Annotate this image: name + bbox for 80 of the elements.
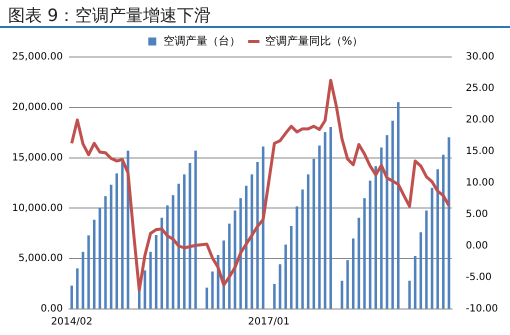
bar (234, 210, 236, 308)
y-tick-label: 15,000.00 (12, 152, 63, 164)
y2-tick-label: 25.00 (466, 83, 494, 94)
bar (244, 186, 248, 308)
bar (290, 226, 293, 308)
bar (256, 162, 259, 308)
bar (318, 146, 321, 308)
bar (368, 180, 372, 308)
bar (442, 154, 445, 308)
bar (104, 196, 107, 308)
y-tick-label: 0.00 (40, 304, 63, 315)
y2-tick-label: 30.00 (466, 52, 494, 63)
bar (340, 280, 344, 308)
bar (420, 232, 422, 308)
bar (188, 163, 192, 308)
bar (306, 174, 310, 308)
y2-tick-label: 15.00 (466, 146, 494, 158)
bar (363, 198, 366, 308)
bar (425, 210, 428, 308)
bar (183, 174, 186, 308)
x-tick-label: 2017/01 (248, 316, 290, 328)
bar (301, 190, 304, 308)
bar (228, 224, 231, 308)
bar (430, 188, 434, 308)
y-tick-label: 20,000.00 (12, 102, 63, 113)
bar (312, 158, 316, 308)
bar (211, 272, 214, 308)
bar (87, 235, 90, 308)
legend-label: 空调产量同比（%） (264, 34, 364, 48)
bar (414, 256, 416, 308)
bar (239, 198, 242, 308)
bar (166, 205, 169, 308)
legend-label: 空调产量（台） (163, 34, 240, 48)
bar (121, 162, 124, 308)
y2-tick-label: 0.00 (466, 240, 488, 252)
bar (358, 218, 360, 308)
y-tick-label: 25,000.00 (12, 52, 63, 63)
bar (374, 166, 378, 308)
bar (160, 218, 164, 308)
y2-tick-label: -5.00 (466, 272, 492, 284)
bar (82, 252, 84, 308)
bar (329, 126, 332, 308)
bar (172, 195, 174, 308)
chart-title: 图表 9：空调产量增速下滑 (0, 0, 510, 28)
bar (70, 286, 73, 308)
bar (408, 280, 411, 308)
bar (92, 220, 96, 308)
y-tick-label: 10,000.00 (12, 202, 63, 214)
bar (278, 264, 282, 308)
bar (352, 238, 354, 308)
bar (262, 146, 264, 308)
bar (250, 174, 254, 308)
x-tick-label: 2014/02 (50, 316, 92, 328)
y-tick-label: 5,000.00 (18, 253, 63, 264)
y2-tick-label: 5.00 (466, 209, 488, 220)
bar (386, 135, 388, 308)
bar (296, 206, 298, 308)
bar (397, 102, 400, 308)
bar (273, 284, 276, 308)
bar (154, 235, 158, 308)
bar (177, 184, 180, 308)
y2-tick-label: 10.00 (466, 178, 494, 189)
bar (346, 260, 349, 308)
y2-tick-label: -10.00 (466, 304, 498, 315)
bar (380, 148, 383, 308)
bar (144, 270, 146, 308)
bar (436, 169, 439, 308)
bar (149, 252, 152, 308)
bar (324, 132, 326, 308)
bar (110, 184, 112, 308)
bar (115, 173, 118, 308)
bar (98, 207, 102, 308)
bar (206, 288, 208, 308)
bar (194, 150, 197, 308)
y2-tick-label: 20.00 (466, 114, 494, 126)
bar (138, 290, 141, 308)
bar (391, 120, 394, 308)
bar (448, 137, 450, 308)
bar (284, 244, 287, 308)
bar (76, 268, 79, 308)
